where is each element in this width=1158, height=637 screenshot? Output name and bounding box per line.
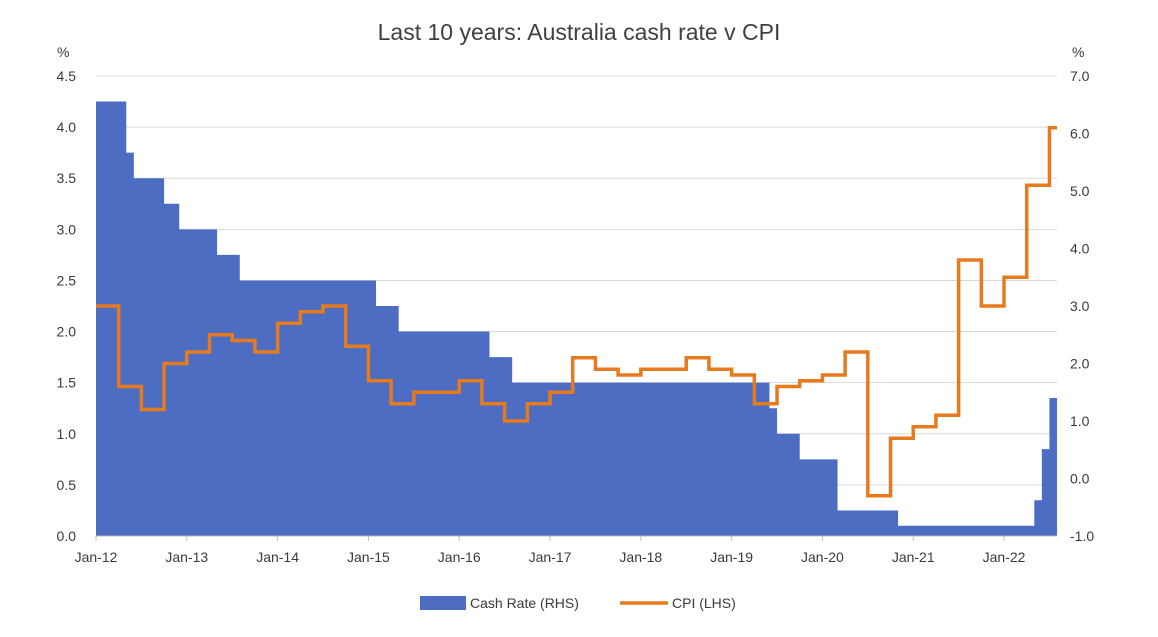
- right-tick-label: 1.0: [1070, 413, 1090, 429]
- x-tick-label: Jan-15: [347, 549, 390, 565]
- right-tick-label: -1.0: [1070, 528, 1094, 544]
- x-tick-label: Jan-13: [165, 549, 208, 565]
- left-axis-unit: %: [57, 44, 69, 60]
- x-tick-label: Jan-19: [710, 549, 753, 565]
- x-tick-label: Jan-17: [529, 549, 572, 565]
- left-tick-label: 2.5: [57, 272, 77, 288]
- cash-rate-area: [96, 101, 1057, 537]
- legend: Cash Rate (RHS) CPI (LHS): [420, 595, 736, 611]
- axes: 0.0 0.5 1.0 1.5 2.0 2.5 3.0 3.5 4.0 4.5 -1.0 0.0 1.0…: [57, 68, 1095, 565]
- left-tick-label: 3.0: [57, 221, 77, 237]
- left-tick-label: 1.0: [57, 426, 77, 442]
- left-tick-label: 0.5: [57, 477, 77, 493]
- right-tick-label: 3.0: [1070, 298, 1090, 314]
- legend-label-cpi: CPI (LHS): [672, 595, 736, 611]
- legend-swatch-cash-rate: [420, 596, 466, 610]
- right-tick-label: 6.0: [1070, 126, 1090, 142]
- left-tick-label: 3.5: [57, 170, 77, 186]
- x-tick-label: Jan-21: [892, 549, 935, 565]
- right-tick-label: 7.0: [1070, 68, 1090, 84]
- x-tick-label: Jan-18: [619, 549, 662, 565]
- right-tick-label: 5.0: [1070, 183, 1090, 199]
- x-tick-label: Jan-12: [75, 549, 118, 565]
- legend-label-cash-rate: Cash Rate (RHS): [470, 595, 579, 611]
- left-tick-label: 4.0: [57, 119, 77, 135]
- x-tick-label: Jan-22: [983, 549, 1026, 565]
- x-tick-label: Jan-16: [438, 549, 481, 565]
- left-tick-label: 0.0: [57, 528, 77, 544]
- right-axis-unit: %: [1072, 44, 1084, 60]
- x-tick-label: Jan-20: [801, 549, 844, 565]
- right-tick-label: 0.0: [1070, 471, 1090, 487]
- right-tick-label: 4.0: [1070, 241, 1090, 257]
- left-tick-label: 4.5: [57, 68, 77, 84]
- left-tick-label: 1.5: [57, 375, 77, 391]
- cash-rate-area-layer: [96, 101, 1057, 537]
- cpi-line: [96, 126, 1057, 498]
- left-tick-label: 2.0: [57, 324, 77, 340]
- chart-title: Last 10 years: Australia cash rate v CPI: [378, 19, 781, 45]
- right-tick-label: 2.0: [1070, 356, 1090, 372]
- x-tick-label: Jan-14: [256, 549, 299, 565]
- cpi-line-layer: [96, 126, 1057, 498]
